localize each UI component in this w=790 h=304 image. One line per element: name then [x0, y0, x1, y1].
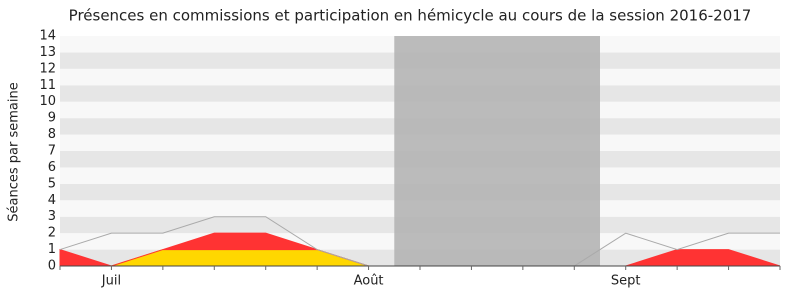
y-tick-label: 13	[39, 45, 56, 60]
y-tick-label: 5	[48, 176, 56, 191]
y-tick-label: 2	[48, 226, 56, 241]
chart-title: Présences en commissions et participatio…	[69, 7, 752, 25]
y-tick-label: 12	[39, 61, 56, 76]
shaded-period	[394, 36, 600, 266]
y-tick-label: 11	[39, 78, 56, 93]
y-tick-label: 9	[48, 111, 56, 126]
y-tick-label: 6	[48, 160, 56, 175]
y-tick-label: 0	[48, 259, 56, 274]
y-tick-label: 8	[48, 127, 56, 142]
y-tick-label: 10	[39, 94, 56, 109]
y-tick-label: 3	[48, 209, 56, 224]
y-tick-label: 14	[39, 29, 56, 44]
y-tick-label: 1	[48, 242, 56, 257]
x-tick-label: Juil	[101, 274, 121, 289]
x-tick-label: Août	[354, 274, 384, 289]
y-tick-label: 7	[48, 144, 56, 159]
y-axis-label: Séances par semaine	[7, 82, 22, 221]
x-tick-label: Sept	[611, 274, 641, 289]
y-tick-label: 4	[48, 193, 56, 208]
